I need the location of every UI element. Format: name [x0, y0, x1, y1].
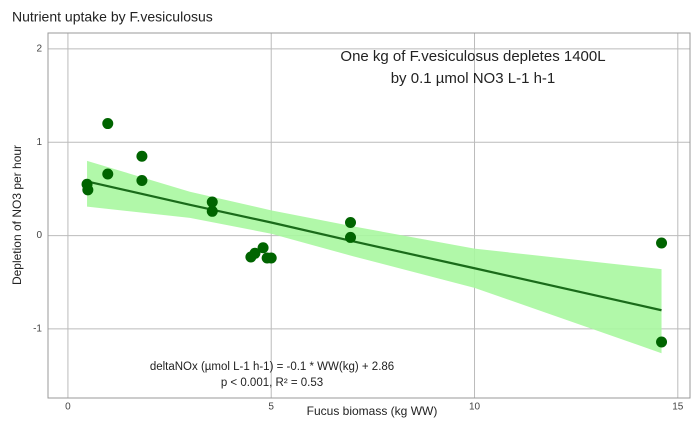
equation: deltaNOx (µmol L-1 h-1) = -0.1 * WW(kg) … [150, 361, 394, 373]
x-axis-label: Fucus biomass (kg WW) [307, 404, 438, 418]
data-point [136, 174, 148, 186]
y-tick-label: -1 [33, 324, 42, 335]
annotation: One kg of F.vesiculosus depletes 1400L [340, 48, 605, 65]
data-point [136, 150, 148, 162]
y-tick-label: 1 [36, 137, 42, 148]
regression-line [86, 180, 662, 312]
data-point [102, 118, 114, 130]
y-tick-label: 2 [36, 44, 42, 55]
data-point [345, 231, 357, 243]
y-tick-label: 0 [36, 230, 42, 241]
data-point [206, 196, 218, 208]
x-tick-label: 10 [469, 402, 481, 413]
chart-title: Nutrient uptake by F.vesiculosus [12, 9, 213, 25]
data-point [249, 247, 261, 259]
annotation: by 0.1 µmol NO3 L-1 h-1 [391, 70, 556, 87]
data-point [257, 242, 269, 254]
data-point [656, 336, 668, 348]
plot-border [47, 32, 691, 399]
confidence-band [87, 160, 662, 354]
x-tick-label: 5 [268, 402, 274, 413]
y-axis-label: Depletion of NO3 per hour [10, 145, 24, 285]
data-point [265, 252, 277, 264]
x-tick-label: 15 [672, 402, 684, 413]
data-point [102, 168, 114, 180]
equation: p < 0.001, R² = 0.53 [221, 377, 323, 389]
data-point [656, 237, 668, 249]
data-point [206, 205, 218, 217]
data-point [82, 184, 94, 196]
data-point [345, 217, 357, 229]
x-tick-label: 0 [65, 402, 71, 413]
